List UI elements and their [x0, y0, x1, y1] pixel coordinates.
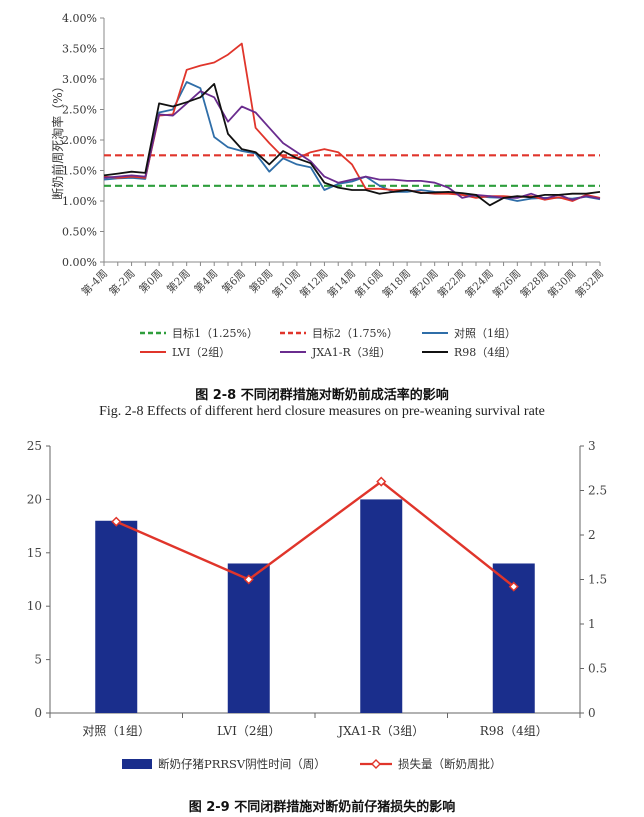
x-tick-label: R98（4组）	[480, 724, 548, 738]
y-tick-label-right: 2.5	[588, 484, 607, 498]
y-tick-label: 0.00%	[62, 256, 97, 269]
y-tick-label-right: 0	[588, 706, 596, 720]
x-tick-label: 第24周	[462, 267, 495, 300]
y-tick-label: 2.00%	[62, 134, 97, 147]
x-tick-label: 对照（1组）	[82, 724, 150, 738]
y-tick-label-right: 1.5	[588, 573, 607, 587]
legend-label-3: 对照（1组）	[454, 326, 516, 340]
y-tick-label-right: 1	[588, 617, 596, 631]
line-marker	[376, 476, 387, 487]
series-line-loss	[115, 480, 515, 588]
series-line-3	[103, 81, 601, 202]
legend-label-4: LVI（2组）	[172, 345, 230, 359]
legend-label-line: 损失量（断奶周批）	[398, 757, 502, 771]
figure-caption-en: Fig. 2-8 Effects of different herd closu…	[99, 404, 545, 419]
legend-label-bar: 断奶仔猪PRRSV阴性时间（周）	[158, 757, 326, 771]
chart-survival-rate: 0.00% 0.50% 1.00% 1.50% 2.00% 2.50% 3.00% 3.50%…	[50, 12, 606, 359]
y-tick-label-left: 10	[27, 599, 42, 613]
y-tick-label-left: 5	[34, 653, 42, 667]
y-tick-label: 4.00%	[62, 12, 97, 25]
legend-label-1: 目标1（1.25%）	[172, 326, 258, 340]
figure-caption-zh: 图 2-8 不同闭群措施对断奶前成活率的影响	[195, 388, 449, 403]
line-marker	[508, 581, 519, 592]
x-tick-label: LVI（2组）	[217, 724, 281, 738]
y-tick-label-left: 0	[34, 706, 42, 720]
x-tick-label: 第10周	[270, 267, 303, 300]
y-tick-label: 3.50%	[62, 43, 97, 56]
x-tick-label: 第20周	[407, 267, 440, 300]
bar	[360, 499, 403, 713]
x-tick-label: 第16周	[352, 267, 385, 300]
x-tick-label: 第30周	[545, 267, 578, 300]
line-marker	[111, 516, 122, 527]
x-tick-label: JXA1-R（3组）	[336, 724, 424, 738]
legend-marker-line	[371, 759, 381, 769]
x-tick-label: 第4周	[192, 267, 221, 296]
figure-caption-zh-2: 图 2-9 不同闭群措施对断奶前仔猪损失的影响	[188, 800, 456, 815]
series-line-5	[103, 90, 601, 201]
x-tick-label: 第2周	[164, 267, 193, 296]
y-tick-label: 1.00%	[62, 195, 97, 208]
y-tick-label-left: 20	[27, 492, 42, 506]
legend-label-2: 目标2（1.75%）	[312, 326, 398, 340]
x-tick-label: 第26周	[490, 267, 523, 300]
series-line-4	[103, 42, 601, 202]
x-tick-label: 第28周	[518, 267, 551, 300]
y-tick-label: 1.50%	[62, 165, 97, 178]
y-tick-label-right: 2	[588, 528, 596, 542]
series-line-6	[103, 83, 601, 207]
y-tick-label: 2.50%	[62, 104, 97, 117]
x-tick-label: 第6周	[219, 267, 248, 296]
legend-label-6: R98（4组）	[454, 345, 516, 359]
y-tick-label-left: 15	[27, 546, 42, 560]
chart-piglet-loss: 0 5 10 15 20 25 0 0.5 1 1.5 2 2.5 3 对照（1组） LVI（2组） JXA1…	[27, 439, 607, 771]
x-tick-label: 第18周	[380, 267, 413, 300]
legend-label-5: JXA1-R（3组）	[311, 345, 391, 359]
x-tick-label: 第14周	[325, 267, 358, 300]
y-tick-label: 3.00%	[62, 73, 97, 86]
x-tick-label: 第32周	[573, 267, 606, 300]
x-tick-label: 第0周	[136, 267, 165, 296]
bar	[95, 520, 138, 713]
x-tick-label: 第-4周	[79, 267, 110, 298]
x-tick-label: 第22周	[435, 267, 468, 300]
bar	[227, 563, 270, 713]
legend-swatch-bar	[122, 759, 152, 769]
y-tick-label-right: 3	[588, 439, 596, 453]
y-axis-label: 断奶前周死淘率（%）	[50, 80, 65, 199]
x-tick-label: 第12周	[297, 267, 330, 300]
line-marker	[243, 574, 254, 585]
x-tick-label: 第-2周	[106, 267, 137, 298]
y-tick-label: 0.50%	[62, 226, 97, 239]
y-tick-label-left: 25	[27, 439, 42, 453]
y-tick-label-right: 0.5	[588, 662, 607, 676]
